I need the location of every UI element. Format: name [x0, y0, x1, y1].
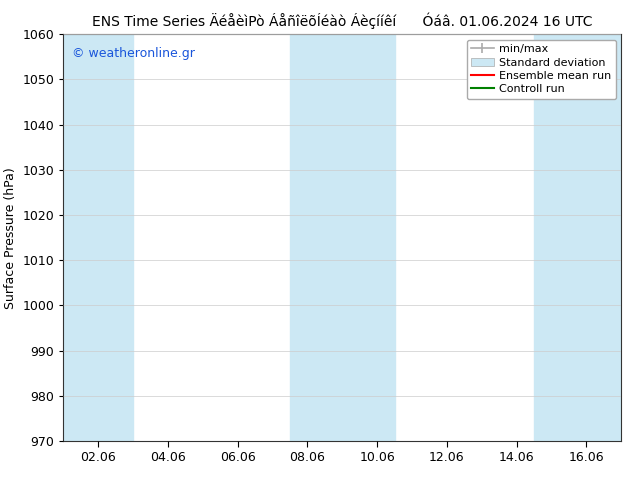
Bar	[290, 34, 394, 441]
Bar	[63, 34, 133, 441]
Text: © weatheronline.gr: © weatheronline.gr	[72, 47, 195, 59]
Bar	[534, 34, 621, 441]
Title: ENS Time Series ÄéåèìPò ÁåñîëõÍéàò Áèçííêí      Óáâ. 01.06.2024 16 UTC: ENS Time Series ÄéåèìPò ÁåñîëõÍéàò Áèçíí…	[92, 12, 593, 29]
Y-axis label: Surface Pressure (hPa): Surface Pressure (hPa)	[4, 167, 17, 309]
Legend: min/max, Standard deviation, Ensemble mean run, Controll run: min/max, Standard deviation, Ensemble me…	[467, 40, 616, 99]
